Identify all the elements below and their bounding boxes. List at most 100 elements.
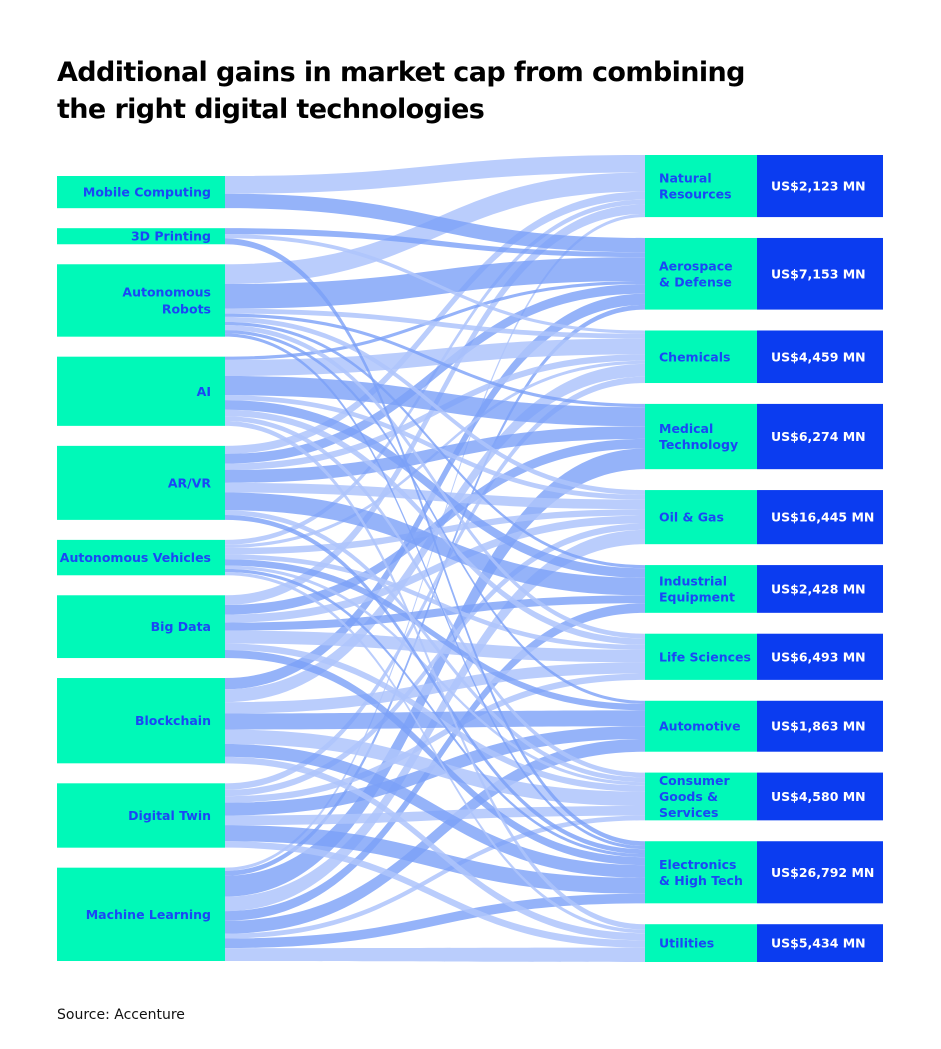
- link-blockchain-to-utilities: [225, 756, 645, 941]
- target-node-label: Chemicals: [659, 349, 730, 364]
- link-ai-to-oilgas: [225, 395, 645, 500]
- link-arvr-to-chem: [225, 354, 645, 471]
- target-node-label: Resources: [659, 187, 732, 202]
- source-node-ar-vr: AR/VR: [57, 445, 225, 520]
- target-node-label: Life Sciences: [659, 649, 751, 664]
- source-node-label: Autonomous: [122, 284, 211, 299]
- source-node-box: [57, 264, 225, 337]
- source-node-label: Mobile Computing: [83, 185, 211, 200]
- link-robots-to-auto: [225, 330, 645, 704]
- value-box: [757, 237, 883, 310]
- target-node-box: [645, 490, 757, 545]
- target-node-oil-gas: Oil & Gas US$16,445 MN: [645, 490, 883, 545]
- link-arvr-to-electronics: [225, 515, 645, 854]
- source-node-box: [57, 539, 225, 576]
- source-node-label: Machine Learning: [86, 907, 211, 922]
- target-node-electronics-high-tech: Electronics& High Tech US$26,792 MN: [645, 841, 883, 904]
- source-node-autonomous-robots: Autonomous Robots: [57, 264, 225, 337]
- source-node-label: 3D Printing: [131, 229, 211, 244]
- target-node-automotive: Automotive US$1,863 MN: [645, 700, 883, 752]
- link-bigdata-to-electronics: [225, 649, 645, 866]
- value-box: [757, 700, 883, 752]
- link-ml-to-utilities: [225, 947, 645, 962]
- target-node-box: [645, 330, 757, 384]
- link-print3d-to-aero: [225, 228, 645, 258]
- source-node-box: [57, 867, 225, 961]
- target-value-label: US$2,428 MN: [771, 581, 866, 596]
- link-arvr-to-medtech: [225, 426, 645, 483]
- target-value-label: US$4,459 MN: [771, 349, 866, 364]
- source-node-label: AR/VR: [168, 475, 212, 490]
- source-note: Source: Accenture: [57, 1007, 185, 1023]
- link-twin-to-oilgas: [225, 523, 645, 797]
- link-twin-to-life: [225, 673, 645, 803]
- target-node-utilities: Utilities US$5,434 MN: [645, 924, 883, 962]
- source-node-blockchain: Blockchain: [57, 678, 225, 764]
- target-node-label: & Defense: [659, 274, 732, 289]
- link-bigdata-to-consumer: [225, 643, 645, 792]
- target-node-box: [645, 403, 757, 470]
- link-ml-to-consumer: [225, 815, 645, 939]
- link-print3d-to-chem: [225, 234, 645, 334]
- target-node-label: Electronics: [659, 857, 736, 872]
- target-node-label: Services: [659, 805, 718, 820]
- target-value-label: US$6,493 MN: [771, 649, 866, 664]
- link-vehicles-to-utilities: [225, 572, 645, 934]
- target-node-label: Equipment: [659, 589, 735, 604]
- target-value-label: US$6,274 MN: [771, 429, 866, 444]
- link-blockchain-to-electronics: [225, 744, 645, 878]
- target-node-chemicals: Chemicals US$4,459 MN: [645, 330, 883, 384]
- link-ai-to-consumer: [225, 416, 645, 778]
- link-ai-to-chem: [225, 338, 645, 376]
- value-box: [757, 155, 883, 218]
- source-node-box: [57, 595, 225, 659]
- link-arvr-to-oilgas: [225, 482, 645, 510]
- value-box: [757, 924, 883, 962]
- target-node-label: Oil & Gas: [659, 510, 724, 525]
- link-ai-to-indeq: [225, 400, 645, 578]
- source-node-box: [57, 356, 225, 426]
- target-value-label: US$2,123 MN: [771, 179, 866, 194]
- source-node-label: Digital Twin: [128, 808, 211, 823]
- target-node-label: Consumer: [659, 773, 731, 788]
- target-value-label: US$5,434 MN: [771, 936, 866, 951]
- value-box: [757, 403, 883, 470]
- link-robots-to-medtech: [225, 313, 645, 408]
- source-node-ai: AI: [57, 356, 225, 426]
- link-mobile-to-aero: [225, 193, 645, 253]
- target-node-box: [645, 565, 757, 613]
- target-node-box: [645, 700, 757, 752]
- source-node-mobile-computing: Mobile Computing: [57, 176, 225, 209]
- link-print3d-to-electronics: [225, 238, 645, 847]
- target-node-aerospace-defense: Aerospace& Defense US$7,153 MN: [645, 237, 883, 310]
- target-node-box: [645, 772, 757, 821]
- target-node-label: Automotive: [659, 719, 741, 734]
- target-node-box: [645, 237, 757, 310]
- link-twin-to-electronics: [225, 825, 645, 894]
- source-node-box: [57, 176, 225, 209]
- link-vehicles-to-life: [225, 554, 645, 650]
- source-nodes: Mobile Computing 3D Printing Autonomous Rob…: [57, 176, 225, 961]
- link-blockchain-to-life: [225, 662, 645, 714]
- target-node-label: & High Tech: [659, 873, 743, 888]
- target-node-label: Utilities: [659, 936, 714, 951]
- link-robots-to-chem: [225, 308, 645, 339]
- link-vehicles-to-oilgas: [225, 509, 645, 555]
- link-ai-to-aero: [225, 280, 645, 360]
- source-node-label: AI: [197, 384, 211, 399]
- source-node-box: [57, 445, 225, 520]
- link-ml-to-electronics: [225, 893, 645, 949]
- target-node-life-sciences: Life Sciences US$6,493 MN: [645, 633, 883, 680]
- target-value-label: US$7,153 MN: [771, 266, 866, 281]
- link-ai-to-utilities: [225, 421, 645, 930]
- sankey-links: [225, 155, 645, 962]
- source-node-box: [57, 228, 225, 245]
- target-value-label: US$26,792 MN: [771, 865, 874, 880]
- source-node-label: Robots: [162, 301, 211, 316]
- target-node-box: [645, 841, 757, 904]
- source-node-machine-learning: Machine Learning: [57, 867, 225, 961]
